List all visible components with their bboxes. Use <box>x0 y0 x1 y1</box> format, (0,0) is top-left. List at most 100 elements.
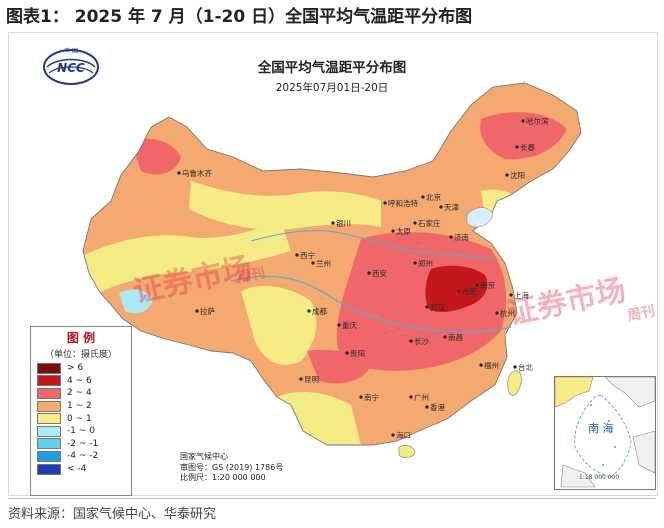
yellow-river <box>250 230 494 260</box>
city-dot <box>409 339 413 343</box>
legend-swatch <box>37 413 61 425</box>
city-label: 香港 <box>430 402 445 412</box>
agency-approval: 审图号：GS (2019) 1786号 <box>180 462 284 472</box>
legend-item: 4 ~ 6 <box>37 375 131 388</box>
inset-map <box>555 377 655 489</box>
legend-item: 2 ~ 4 <box>37 387 131 400</box>
city-label: 昆明 <box>304 375 319 384</box>
salmon-zone-guizhou <box>307 349 371 384</box>
city-label: 西宁 <box>300 250 315 260</box>
city-label: 拉萨 <box>200 306 215 316</box>
city-label: 长沙 <box>414 336 429 346</box>
city-dot <box>391 229 395 233</box>
city-dot <box>443 335 447 339</box>
legend-label: 1 ~ 2 <box>67 401 92 412</box>
ncc-logo-icon: 中 国 NCC <box>43 47 99 85</box>
city-label: 重庆 <box>342 320 357 330</box>
legend-label: 2 ~ 4 <box>67 388 92 399</box>
legend-swatch <box>37 400 61 412</box>
city-label: 武汉 <box>430 302 445 312</box>
legend-label: -4 ~ -2 <box>67 451 99 462</box>
legend-label: -1 ~ 0 <box>67 426 95 437</box>
city-dot <box>475 283 479 287</box>
city-dot <box>521 119 525 123</box>
legend-swatch <box>37 438 61 450</box>
map-title: 全国平均气温距平分布图 <box>257 60 407 76</box>
red-zone-henan-anhui <box>425 265 488 312</box>
legend-label: 0 ~ 1 <box>67 413 92 424</box>
blue-zone-west <box>119 289 153 314</box>
city-dot <box>383 201 387 205</box>
city-label: 贵阳 <box>350 348 365 358</box>
city-dot <box>515 145 519 149</box>
legend-swatch <box>37 375 61 387</box>
city-dot <box>409 395 413 399</box>
legend-item: < -4 <box>37 463 131 476</box>
legend-label: < -4 <box>67 464 87 475</box>
legend-swatch <box>37 387 61 399</box>
city-dot <box>413 261 417 265</box>
city-label: 长春 <box>520 142 535 152</box>
source-note: 资料来源：国家气候中心、华泰研究 <box>8 507 217 522</box>
city-label: 广州 <box>414 392 429 402</box>
city-label: 兰州 <box>316 258 331 268</box>
legend-label: 4 ~ 6 <box>67 375 92 386</box>
city-dot <box>359 395 363 399</box>
city-label: 台北 <box>518 362 533 372</box>
city-label: 南京 <box>480 280 495 290</box>
legend-title: 图 例 <box>66 331 96 345</box>
city-label: 沈阳 <box>510 170 525 180</box>
city-dot <box>299 377 303 381</box>
agency-name: 国家气候中心 <box>180 452 228 461</box>
city-dot <box>513 365 517 369</box>
city-dot <box>505 173 509 177</box>
legend-label: -2 ~ -1 <box>67 438 99 449</box>
city-dot <box>307 309 311 313</box>
city-dot <box>495 311 499 315</box>
legend-swatch <box>37 450 61 462</box>
city-dot <box>449 235 453 239</box>
city-dot <box>367 271 371 275</box>
yellow-zone-west <box>83 221 291 301</box>
city-label: 哈尔滨 <box>526 116 549 126</box>
city-label: 南宁 <box>364 392 379 402</box>
city-label: 石家庄 <box>418 218 441 228</box>
city-dot <box>457 289 461 293</box>
hainan-island <box>398 445 416 459</box>
taiwan-island <box>507 370 522 396</box>
yangtze-river <box>230 275 512 333</box>
city-label: 郑州 <box>418 258 433 268</box>
city-dot <box>345 351 349 355</box>
city-label: 北京 <box>426 192 441 202</box>
legend-item: -4 ~ -2 <box>37 450 131 463</box>
city-label: 天津 <box>444 203 459 212</box>
legend-swatch <box>37 425 61 437</box>
legend-unit: （单位：摄氏度） <box>44 350 117 360</box>
bohai-sea <box>466 207 494 228</box>
logo-small-text: 中 国 <box>64 47 78 55</box>
city-label: 南昌 <box>448 332 463 342</box>
agency-scale: 比例尺：1:20 000 000 <box>180 473 266 482</box>
legend-item: -2 ~ -1 <box>37 438 131 451</box>
city-label: 西安 <box>372 268 387 278</box>
city-dot <box>479 363 483 367</box>
legend-item: 0 ~ 1 <box>37 412 131 425</box>
legend-item: -1 ~ 0 <box>37 425 131 438</box>
city-label: 成都 <box>312 306 327 316</box>
city-dot <box>195 309 199 313</box>
agency-info: 国家气候中心 审图号：GS (2019) 1786号 比例尺：1:20 000 … <box>180 452 283 484</box>
legend-label: > 6 <box>67 363 84 374</box>
city-dot <box>425 305 429 309</box>
city-label: 福州 <box>484 361 499 370</box>
city-dot <box>509 293 513 297</box>
salmon-zone-xinjiang <box>131 138 181 175</box>
city-dot <box>311 261 315 265</box>
south-china-sea-inset: 南 海 1:18 000 000 <box>554 376 656 490</box>
city-dot <box>391 433 395 437</box>
legend-item: 1 ~ 2 <box>37 400 131 413</box>
city-label: 济南 <box>454 232 469 242</box>
city-label: 乌鲁木齐 <box>182 168 212 178</box>
legend-item: > 6 <box>37 362 131 375</box>
